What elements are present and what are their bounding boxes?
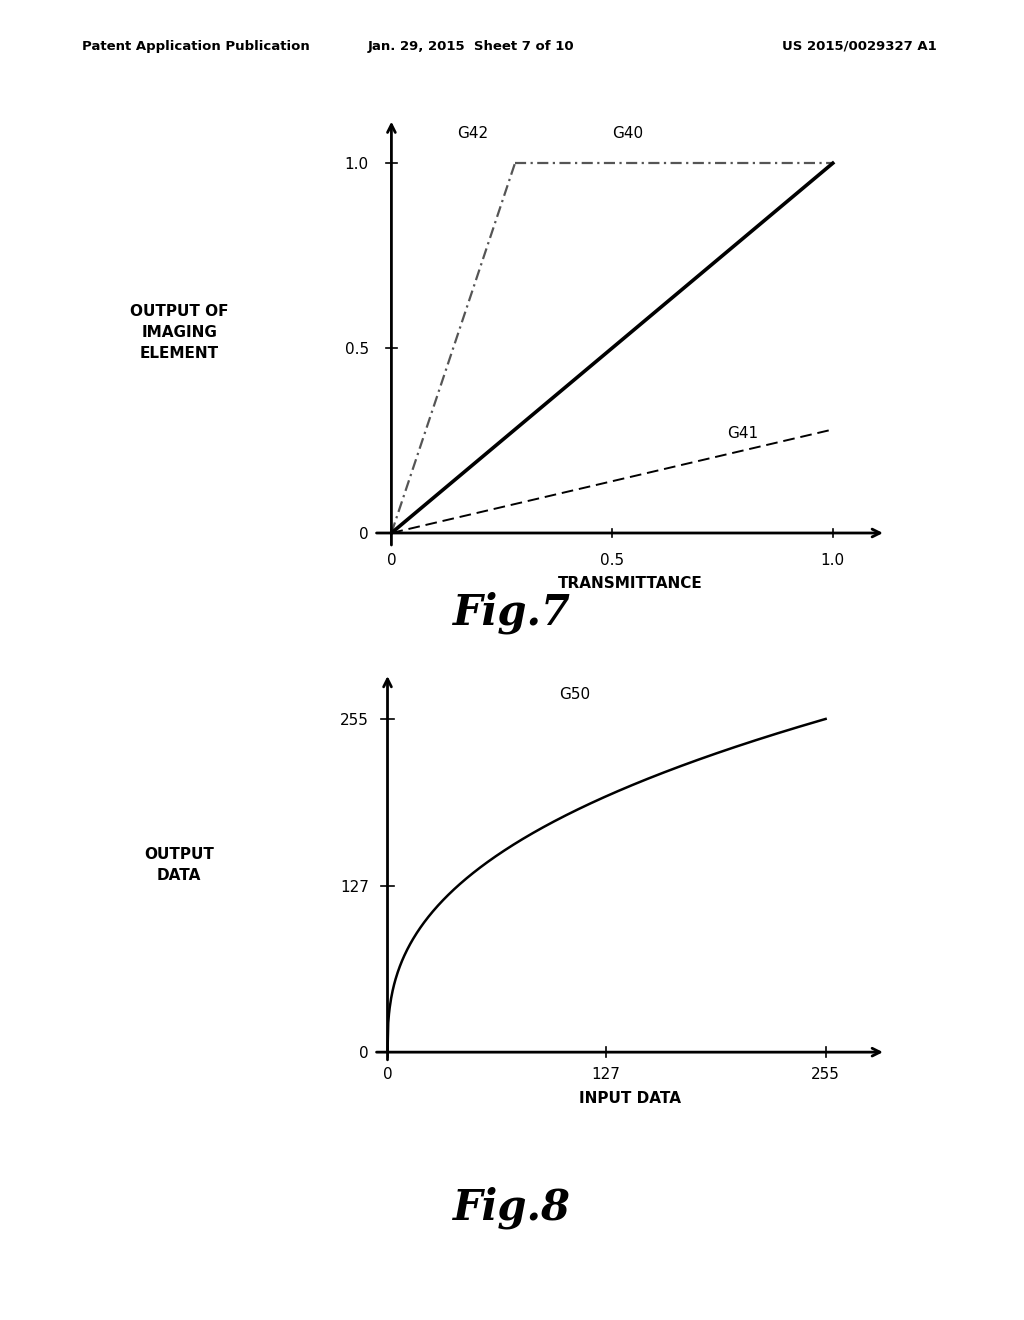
X-axis label: INPUT DATA: INPUT DATA bbox=[579, 1090, 681, 1106]
Text: G40: G40 bbox=[612, 125, 643, 141]
Text: OUTPUT
DATA: OUTPUT DATA bbox=[144, 846, 214, 883]
X-axis label: TRANSMITTANCE: TRANSMITTANCE bbox=[557, 576, 702, 591]
Text: G50: G50 bbox=[559, 686, 591, 702]
Text: US 2015/0029327 A1: US 2015/0029327 A1 bbox=[782, 40, 937, 53]
Text: Fig.8: Fig.8 bbox=[453, 1187, 571, 1229]
Text: Patent Application Publication: Patent Application Publication bbox=[82, 40, 309, 53]
Text: G42: G42 bbox=[458, 125, 488, 141]
Text: OUTPUT OF
IMAGING
ELEMENT: OUTPUT OF IMAGING ELEMENT bbox=[130, 304, 228, 362]
Text: Fig.7: Fig.7 bbox=[453, 591, 571, 634]
Text: Jan. 29, 2015  Sheet 7 of 10: Jan. 29, 2015 Sheet 7 of 10 bbox=[368, 40, 574, 53]
Text: G41: G41 bbox=[727, 425, 758, 441]
